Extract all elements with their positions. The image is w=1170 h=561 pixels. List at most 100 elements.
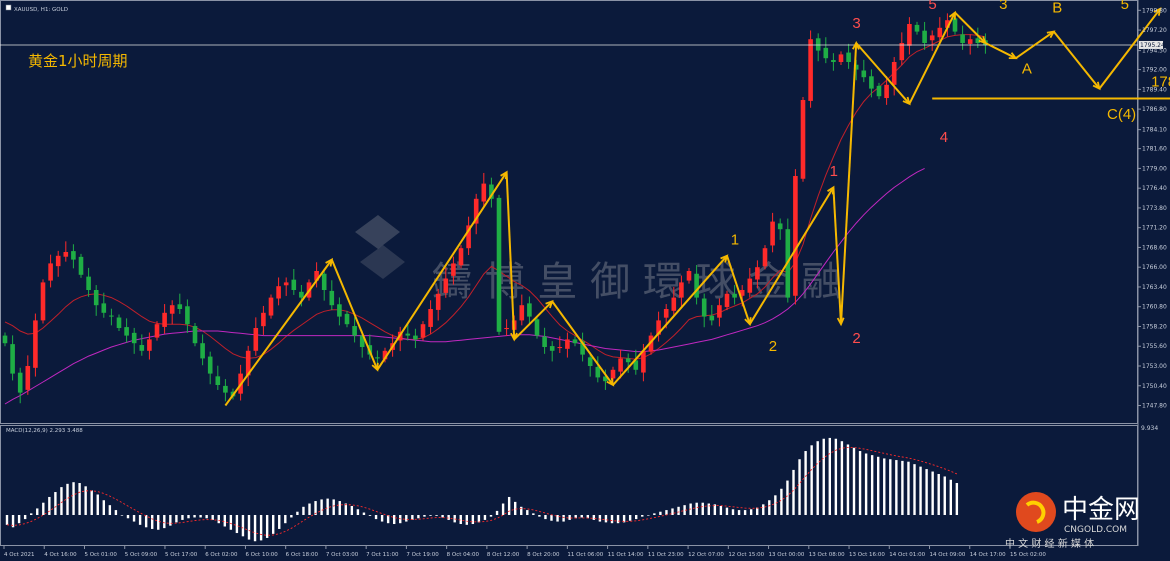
macd-bar bbox=[368, 515, 372, 516]
macd-bar bbox=[30, 513, 33, 515]
candle-body bbox=[276, 286, 281, 299]
x-tick-label: 13 Oct 00:00 bbox=[769, 552, 805, 558]
candle-body bbox=[739, 290, 745, 296]
candle-body bbox=[747, 278, 753, 293]
candle-body bbox=[261, 312, 266, 327]
candle bbox=[580, 332, 585, 362]
macd-bar bbox=[362, 512, 366, 515]
y-tick-label: 1760.80 bbox=[1142, 304, 1167, 311]
candle-body bbox=[701, 298, 707, 317]
macd-bar bbox=[713, 504, 717, 515]
wave-label: 3 bbox=[852, 15, 860, 32]
candle-body bbox=[352, 326, 357, 336]
macd-bar bbox=[901, 460, 904, 515]
candle bbox=[838, 51, 844, 66]
candle bbox=[686, 267, 692, 284]
candle bbox=[572, 336, 578, 347]
wave-label: 2 bbox=[769, 338, 777, 355]
candle-body bbox=[869, 76, 874, 89]
macd-bar bbox=[550, 515, 553, 521]
candle-body bbox=[375, 357, 380, 359]
candle-body bbox=[154, 324, 160, 338]
candle bbox=[321, 268, 327, 301]
macd-bar bbox=[447, 515, 450, 520]
candle bbox=[276, 277, 281, 306]
candle bbox=[557, 336, 563, 354]
macd-bar bbox=[60, 487, 63, 515]
candle bbox=[25, 355, 31, 395]
candle-body bbox=[321, 273, 327, 290]
candle bbox=[967, 34, 973, 55]
macd-bar bbox=[380, 515, 384, 522]
x-tick-label: 6 Oct 10:00 bbox=[245, 552, 278, 558]
candle-body bbox=[724, 293, 730, 308]
candle-body bbox=[633, 360, 639, 370]
candle-body bbox=[481, 183, 487, 202]
candle bbox=[86, 267, 91, 297]
macd-bar bbox=[858, 451, 862, 515]
x-tick-label: 14 Oct 01:00 bbox=[889, 552, 925, 558]
candle bbox=[876, 82, 882, 100]
price-axis: 1799.80 1797.20 1794.50 1792.00 1789.40 1786.… bbox=[1138, 7, 1167, 410]
wave-segment bbox=[840, 40, 860, 325]
candle-body bbox=[777, 223, 783, 230]
macd-bar bbox=[864, 453, 868, 515]
x-tick-label: 4 Oct 2021 bbox=[4, 552, 35, 558]
macd-bar bbox=[653, 513, 656, 515]
candle bbox=[701, 293, 707, 328]
chart-title: 黄金1小时周期 bbox=[28, 52, 128, 70]
candle-body bbox=[253, 328, 259, 351]
wave-line bbox=[612, 255, 728, 386]
price-panel-frame bbox=[0, 0, 1138, 424]
candle bbox=[71, 244, 76, 269]
candle bbox=[587, 352, 593, 377]
candle bbox=[162, 304, 167, 334]
candle bbox=[245, 345, 251, 387]
macd-bar bbox=[108, 505, 112, 515]
candle bbox=[960, 25, 965, 50]
macd-bar bbox=[126, 515, 130, 519]
wave-line bbox=[513, 300, 553, 341]
macd-axis-top: 9.934 bbox=[1141, 425, 1158, 432]
candle-body bbox=[344, 313, 350, 325]
candle bbox=[268, 294, 274, 319]
candle-body bbox=[329, 290, 335, 306]
candle-body bbox=[101, 303, 107, 313]
y-tick-label: 1755.60 bbox=[1142, 343, 1167, 350]
macd-bar bbox=[683, 505, 686, 515]
candle bbox=[55, 250, 61, 277]
macd-bar bbox=[42, 502, 45, 515]
x-tick-label: 11 Oct 23:00 bbox=[648, 552, 684, 558]
candle-body bbox=[192, 326, 198, 344]
candle-body bbox=[831, 60, 836, 62]
macd-bar bbox=[78, 483, 81, 515]
candle bbox=[207, 351, 213, 385]
candle bbox=[565, 332, 570, 358]
x-tick-label: 7 Oct 19:00 bbox=[406, 552, 439, 558]
x-tick-label: 7 Oct 03:00 bbox=[326, 552, 359, 558]
elliott-wave-lines bbox=[224, 7, 1170, 407]
candle-body bbox=[185, 306, 190, 325]
candle-body bbox=[93, 290, 99, 306]
macd-bar bbox=[66, 483, 69, 515]
macd-bar bbox=[737, 510, 741, 515]
candle-body bbox=[717, 305, 722, 318]
candle-body bbox=[443, 278, 449, 293]
macd-bar bbox=[889, 459, 892, 515]
macd-bar bbox=[120, 515, 124, 516]
candle bbox=[147, 332, 152, 360]
candle-body bbox=[223, 385, 228, 393]
watermark-text: 鑄 博 皇 御 環 球 金 融 bbox=[432, 259, 841, 305]
candle bbox=[443, 267, 449, 298]
logo-brand: 中金网 bbox=[1062, 495, 1140, 525]
macd-bar bbox=[187, 515, 190, 519]
candle-body bbox=[907, 24, 912, 46]
candle bbox=[831, 53, 836, 71]
macd-bar bbox=[883, 458, 886, 515]
macd-bar bbox=[386, 515, 390, 524]
macd-bar bbox=[798, 459, 801, 515]
macd-bar bbox=[132, 515, 136, 522]
candle-body bbox=[131, 332, 137, 344]
macd-bar bbox=[507, 496, 511, 515]
macd-bar bbox=[501, 503, 505, 515]
